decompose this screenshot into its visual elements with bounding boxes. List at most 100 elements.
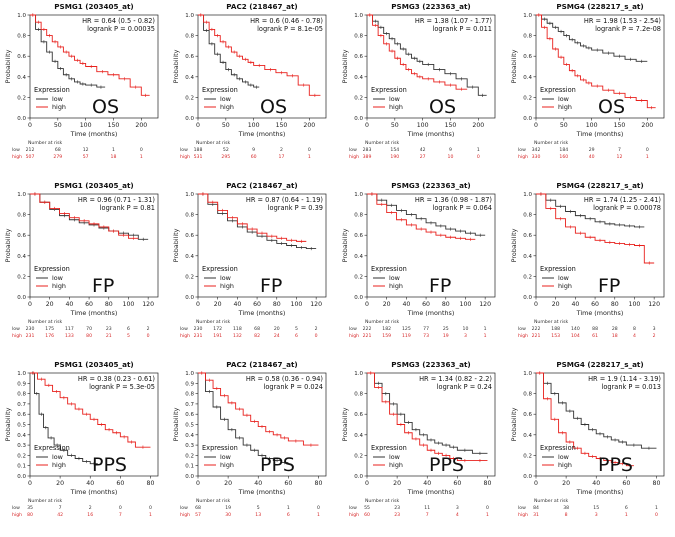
plot-frame bbox=[366, 193, 496, 298]
endpoint-tag: FP bbox=[260, 275, 282, 297]
risk-count-high: 132 bbox=[233, 333, 242, 339]
legend-low-label: low bbox=[52, 274, 63, 282]
risk-count-low: 2 bbox=[147, 326, 150, 332]
legend-title: Expression bbox=[540, 444, 576, 452]
y-tick-label: 0.8 bbox=[17, 34, 26, 40]
risk-count-low: 175 bbox=[45, 326, 54, 332]
y-tick-label: 0.0 bbox=[17, 295, 26, 301]
panel-title: PSMG1 (203405_at) bbox=[54, 181, 133, 190]
risk-count-high: 531 bbox=[194, 154, 203, 160]
x-tick-label: 120 bbox=[142, 301, 154, 308]
y-tick-label: 0.8 bbox=[185, 34, 194, 40]
risk-count-high: 18 bbox=[612, 333, 618, 339]
risk-row-label-high: high bbox=[12, 333, 22, 339]
y-tick-label: 0.4 bbox=[17, 433, 26, 439]
y-tick-label: 0.6 bbox=[523, 412, 532, 418]
y-tick-label: 0.0 bbox=[523, 474, 532, 480]
x-axis-label: Time (months) bbox=[238, 130, 286, 138]
risk-count-low: 5 bbox=[295, 326, 298, 332]
plot-frame bbox=[535, 193, 665, 298]
endpoint-tag: FP bbox=[92, 275, 114, 297]
y-tick-label: 0.8 bbox=[17, 213, 26, 219]
endpoint-tag: FP bbox=[598, 275, 620, 297]
legend-title: Expression bbox=[202, 86, 238, 94]
x-tick-label: 100 bbox=[248, 122, 260, 129]
x-axis-label: Time (months) bbox=[70, 309, 118, 317]
risk-count-low: 0 bbox=[140, 147, 143, 153]
legend-low-label: low bbox=[220, 274, 231, 282]
risk-count-low: 2 bbox=[315, 326, 318, 332]
legend-high-label: high bbox=[52, 103, 66, 111]
risk-count-high: 10 bbox=[448, 154, 454, 160]
y-tick-label: 0.6 bbox=[523, 233, 532, 239]
x-tick-label: 0 bbox=[534, 122, 538, 129]
x-tick-label: 40 bbox=[402, 301, 410, 308]
risk-count-low: 6 bbox=[625, 505, 628, 511]
y-axis-label: Probability bbox=[341, 49, 349, 83]
risk-count-high: 13 bbox=[255, 512, 261, 518]
panel-title: PSMG4 (228217_s_at) bbox=[556, 360, 643, 369]
plot-frame bbox=[197, 193, 327, 298]
risk-count-high: 0 bbox=[477, 154, 480, 160]
y-tick-label: 0.0 bbox=[185, 116, 194, 122]
plot-frame bbox=[197, 14, 327, 119]
risk-count-low: 2 bbox=[89, 505, 92, 511]
risk-count-high: 4 bbox=[633, 333, 636, 339]
x-axis-label: Time (months) bbox=[238, 488, 286, 496]
panel-title: PSMG1 (203405_at) bbox=[54, 2, 133, 11]
x-tick-label: 40 bbox=[86, 480, 94, 487]
risk-count-low: 0 bbox=[646, 147, 649, 153]
hazard-ratio-label: HR = 0.87 (0.64 - 1.19) bbox=[246, 196, 323, 204]
logrank-p-label: logrank P = 0.011 bbox=[433, 25, 492, 33]
y-tick-label: 0.8 bbox=[354, 34, 363, 40]
risk-row-label-high: high bbox=[12, 512, 22, 518]
risk-row-label-high: high bbox=[518, 154, 528, 160]
risk-count-high: 40 bbox=[589, 154, 595, 160]
x-tick-label: 60 bbox=[85, 301, 93, 308]
x-tick-label: 40 bbox=[65, 301, 73, 308]
logrank-p-label: logrank P = 0.24 bbox=[437, 383, 492, 391]
x-axis-label: Time (months) bbox=[407, 488, 455, 496]
risk-row-label-low: low bbox=[518, 326, 526, 332]
risk-count-high: 3 bbox=[595, 512, 598, 518]
y-tick-label: 0.4 bbox=[523, 433, 532, 439]
risk-count-high: 42 bbox=[57, 512, 63, 518]
x-tick-label: 200 bbox=[303, 122, 315, 129]
risk-count-low: 12 bbox=[83, 147, 89, 153]
risk-row-label-low: low bbox=[349, 326, 357, 332]
risk-count-high: 24 bbox=[274, 333, 280, 339]
panel-title: PSMG3 (223363_at) bbox=[391, 2, 470, 11]
risk-count-low: 29 bbox=[589, 147, 595, 153]
x-tick-label: 40 bbox=[571, 301, 579, 308]
risk-count-low: 19 bbox=[225, 505, 231, 511]
hazard-ratio-label: HR = 0.58 (0.36 - 0.94) bbox=[246, 375, 323, 383]
risk-count-low: 7 bbox=[59, 505, 62, 511]
km-panel-12: PSMG4 (228217_s_at) 0.0 0.2 0.4 0.6 0.8 1.0 0 20… bbox=[510, 360, 665, 518]
risk-count-low: 3 bbox=[456, 505, 459, 511]
x-tick-label: 150 bbox=[445, 122, 457, 129]
risk-count-low: 172 bbox=[213, 326, 222, 332]
risk-count-low: 42 bbox=[420, 147, 426, 153]
km-panel-5: PSMG1 (203405_at)0.00.20.40.60.81.00 20 40… bbox=[4, 181, 159, 339]
risk-count-high: 60 bbox=[251, 154, 257, 160]
x-tick-label: 20 bbox=[383, 301, 391, 308]
y-tick-label: 1.0 bbox=[185, 371, 194, 377]
risk-count-high: 2 bbox=[653, 333, 656, 339]
legend-low-label: low bbox=[220, 453, 231, 461]
y-tick-label: 0.2 bbox=[17, 274, 26, 280]
risk-count-high: 7 bbox=[426, 512, 429, 518]
x-tick-label: 0 bbox=[365, 301, 369, 308]
risk-count-low: 283 bbox=[363, 147, 372, 153]
legend-title: Expression bbox=[540, 86, 576, 94]
logrank-p-label: logrank P = 5.3e-05 bbox=[89, 383, 155, 391]
y-axis-label: Probability bbox=[510, 49, 518, 83]
risk-table-title: Number at risk bbox=[365, 498, 400, 504]
km-curve-high bbox=[30, 14, 150, 96]
x-tick-label: 200 bbox=[472, 122, 484, 129]
risk-table-title: Number at risk bbox=[196, 498, 231, 504]
risk-table-title: Number at risk bbox=[196, 140, 231, 146]
y-tick-label: 1.0 bbox=[185, 192, 194, 198]
plot-frame bbox=[29, 193, 159, 298]
risk-count-low: 1 bbox=[287, 505, 290, 511]
risk-count-low: 6 bbox=[127, 326, 130, 332]
